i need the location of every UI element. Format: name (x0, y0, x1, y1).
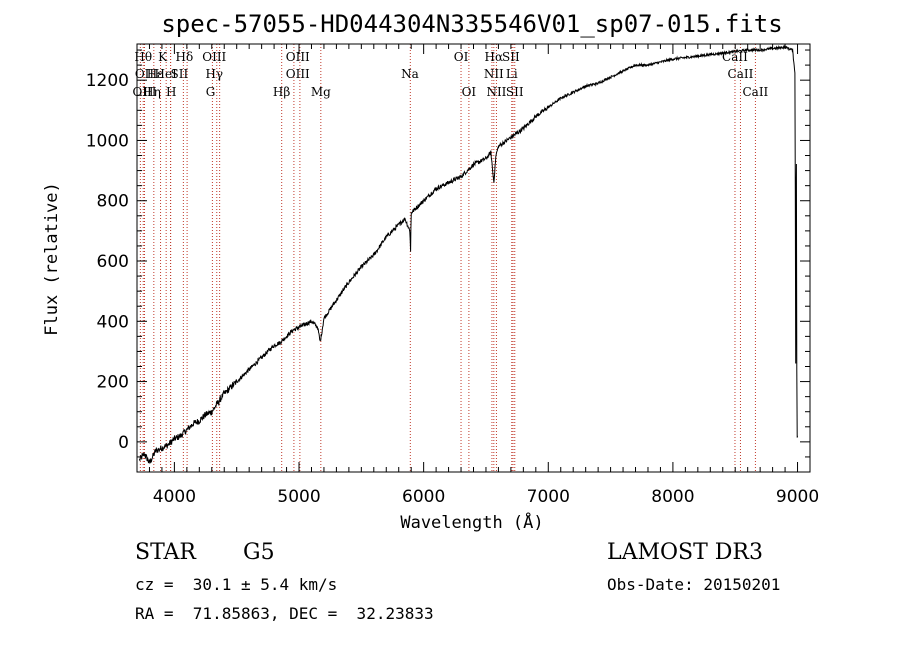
y-tick-label-600: 600 (97, 252, 129, 272)
line-label-9: Hδ (176, 50, 194, 64)
line-label-13: Hβ (273, 85, 290, 99)
x-tick-label-8000: 8000 (651, 487, 694, 507)
line-label-25: SII (506, 85, 524, 99)
line-label-1: OII (135, 67, 155, 81)
line-label-11: Hγ (205, 67, 223, 81)
y-tick-label-400: 400 (97, 312, 129, 332)
spectral-line-markers (139, 44, 756, 472)
line-label-21: NII (484, 67, 504, 81)
line-label-6: HeI (155, 67, 178, 81)
line-label-8: SII (171, 67, 189, 81)
line-label-15: OIII (286, 67, 310, 81)
line-label-17: Na (401, 67, 419, 81)
line-label-14: OIII (286, 50, 310, 64)
line-label-5: K (158, 50, 168, 64)
line-label-10: OIII (202, 50, 226, 64)
survey-name: LAMOST DR3 (607, 540, 763, 565)
y-tick-label-800: 800 (97, 192, 129, 212)
line-label-18: OI (454, 50, 469, 64)
x-tick-label-5000: 5000 (277, 487, 320, 507)
x-tick-label-9000: 9000 (776, 487, 819, 507)
y-axis-ticks: 0 200 400 600 800 1000 1200 (86, 49, 810, 473)
line-label-24: Li (506, 67, 518, 81)
y-tick-label-1200: 1200 (86, 71, 129, 91)
y-tick-label-0: 0 (118, 433, 129, 453)
object-subclass: G5 (243, 540, 275, 565)
spectrum-series-line (139, 44, 798, 465)
line-label-12: G (206, 85, 216, 99)
line-label-20: Hα (485, 50, 504, 64)
line-label-3: Hη (143, 85, 161, 99)
line-label-16: Mg (311, 85, 331, 99)
x-axis-ticks: 4000 5000 6000 7000 8000 9000 (148, 44, 819, 507)
line-label-4: Hε (147, 67, 164, 81)
line-label-27: CaII (728, 67, 754, 81)
line-label-22: NII (486, 85, 506, 99)
redshift-readout: cz = 30.1 ± 5.4 km/s (135, 575, 338, 594)
object-class: STAR (135, 540, 196, 565)
x-tick-label-6000: 6000 (402, 487, 445, 507)
line-label-19: OI (462, 85, 477, 99)
y-axis-label: Flux (relative) (42, 182, 62, 336)
y-tick-label-200: 200 (97, 373, 129, 393)
y-tick-label-1000: 1000 (86, 131, 129, 151)
x-tick-label-7000: 7000 (527, 487, 570, 507)
coordinates: RA = 71.85863, DEC = 32.23833 (135, 604, 434, 623)
line-label-23: SII (502, 50, 520, 64)
line-label-7: H (166, 85, 176, 99)
chart-title: spec-57055-HD044304N335546V01_sp07-015.f… (161, 10, 782, 38)
line-label-28: CaII (742, 85, 768, 99)
x-tick-label-4000: 4000 (153, 487, 196, 507)
plot-frame (136, 43, 811, 473)
x-axis-label: Wavelength (Å) (400, 511, 543, 533)
obs-date: Obs-Date: 20150201 (607, 575, 781, 594)
line-label-0: Hθ (134, 50, 152, 64)
